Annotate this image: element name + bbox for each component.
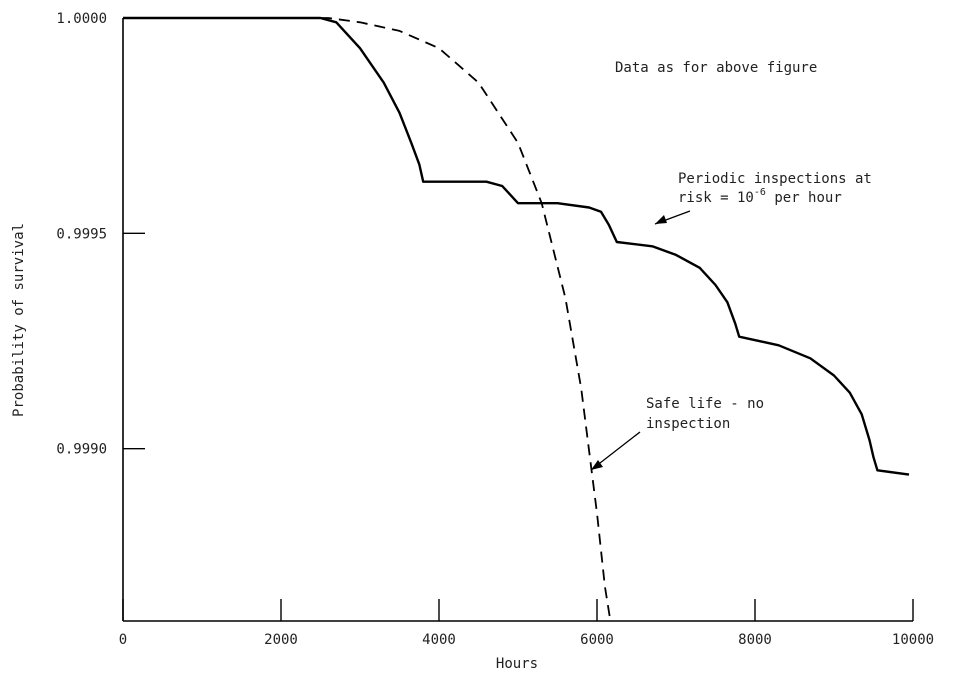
x-tick-label: 4000 [422,632,456,648]
axes [122,18,913,622]
periodic-label-line2: risk = 10-6 per hour [678,187,842,206]
safe-life-label-line1: Safe life - no [646,396,764,412]
x-tick-label: 0 [119,632,127,648]
periodic-label-exponent: -6 [754,187,766,198]
annotation-data-note: Data as for above figure [615,60,817,76]
x-axis-title: Hours [496,656,538,672]
periodic-label-line1: Periodic inspections at [678,171,872,187]
x-tick-label: 8000 [738,632,772,648]
periodic-arrowhead [655,215,667,224]
periodic-label-line2-post: per hour [766,190,842,206]
series-periodic-inspections-line [123,16,910,476]
y-tick-label: 0.9995 [56,226,107,242]
safe-life-arrowhead [591,460,603,470]
series-safe-life-line [123,17,612,622]
periodic-label-line2-pre: risk = 10 [678,190,754,206]
series-layer [123,16,910,622]
x-tick-label: 6000 [580,632,614,648]
annotation-periodic: Periodic inspections at risk = 10-6 per … [654,171,872,225]
y-ticks: 0.9990 0.9995 1.0000 [56,11,145,458]
y-tick-label: 1.0000 [56,11,107,27]
data-note-text: Data as for above figure [615,60,817,76]
y-axis-title: Probability of survival [11,223,27,417]
annotation-safe-life: Safe life - no inspection [590,396,764,471]
x-tick-label: 2000 [264,632,298,648]
y-tick-label: 0.9990 [56,442,107,458]
x-ticks: 0 2000 4000 6000 8000 10000 [119,599,934,648]
x-tick-label: 10000 [892,632,934,648]
safe-life-label-line2: inspection [646,416,730,432]
